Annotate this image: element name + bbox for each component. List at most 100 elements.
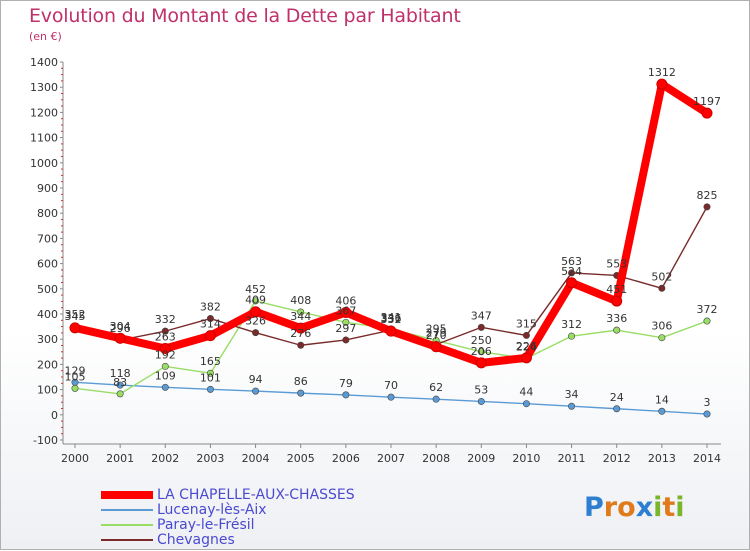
data-label: 408 <box>290 294 311 307</box>
data-label: 451 <box>606 283 627 296</box>
data-point <box>206 369 214 377</box>
data-label: 341 <box>381 311 402 324</box>
data-label: 347 <box>471 309 492 322</box>
data-point <box>477 397 485 405</box>
data-label: 94 <box>249 373 263 386</box>
data-point <box>520 352 532 364</box>
y-tick-label: 1200 <box>30 106 58 119</box>
data-label: 44 <box>519 386 533 399</box>
data-label: 297 <box>335 322 356 335</box>
y-tick-label: 200 <box>37 358 58 371</box>
data-point <box>342 391 350 399</box>
data-label: 105 <box>65 370 86 383</box>
data-label: 34 <box>565 388 579 401</box>
data-point <box>385 325 397 337</box>
y-tick-label: 300 <box>37 333 58 346</box>
data-point <box>611 295 623 307</box>
data-point <box>432 395 440 403</box>
data-label: 553 <box>606 257 627 270</box>
chart-title: Evolution du Montant de la Dette par Hab… <box>29 5 461 27</box>
data-label: 129 <box>65 364 86 377</box>
data-point <box>701 107 713 119</box>
data-label: 226 <box>516 340 537 353</box>
y-tick-label: 1100 <box>30 132 58 145</box>
x-tick-label: 2013 <box>648 452 676 465</box>
data-label: 276 <box>290 327 311 340</box>
data-label: 62 <box>429 381 443 394</box>
y-tick-label: 1400 <box>30 56 58 69</box>
data-label: 118 <box>110 367 131 380</box>
x-tick-label: 2007 <box>377 452 405 465</box>
data-point <box>252 297 260 305</box>
x-tick-label: 2010 <box>512 452 540 465</box>
data-point <box>613 326 621 334</box>
y-tick-label: 800 <box>37 207 58 220</box>
data-label: 295 <box>426 322 447 335</box>
data-label: 83 <box>113 376 127 389</box>
x-tick-label: 2004 <box>242 452 270 465</box>
data-point <box>656 78 668 90</box>
logo-letter: i <box>675 492 685 523</box>
data-label: 70 <box>384 379 398 392</box>
data-point <box>475 357 487 369</box>
data-point <box>252 329 260 337</box>
data-label: 304 <box>110 320 131 333</box>
legend-item: Paray-le-Frésil <box>101 517 355 533</box>
data-label: 206 <box>471 345 492 358</box>
data-label: 409 <box>245 294 266 307</box>
data-point <box>250 306 262 318</box>
data-label: 326 <box>245 315 266 328</box>
data-point <box>658 334 666 342</box>
data-point <box>161 327 169 335</box>
data-label: 345 <box>65 310 86 323</box>
data-label: 3 <box>704 396 711 409</box>
data-point <box>69 322 81 334</box>
data-point <box>658 407 666 415</box>
logo-letter: x <box>635 492 654 523</box>
y-tick-label: 500 <box>37 283 58 296</box>
y-tick-label: 1300 <box>30 81 58 94</box>
logo-letter: P <box>584 492 604 523</box>
data-point <box>340 306 352 318</box>
data-point <box>161 362 169 370</box>
x-tick-label: 2009 <box>467 452 495 465</box>
data-label: 524 <box>561 265 582 278</box>
data-point <box>342 318 350 326</box>
data-point <box>568 332 576 340</box>
data-label: 502 <box>651 270 672 283</box>
legend-label: Lucenay-lès-Aix <box>157 501 267 518</box>
legend-swatch <box>101 490 153 499</box>
x-tick-label: 2008 <box>422 452 450 465</box>
data-point <box>297 341 305 349</box>
data-point <box>568 402 576 410</box>
data-label: 1312 <box>648 66 676 79</box>
legend-swatch <box>101 508 153 511</box>
data-point <box>71 384 79 392</box>
y-tick-label: 0 <box>51 409 58 422</box>
data-label: 372 <box>697 303 718 316</box>
logo-letter: o <box>617 492 636 523</box>
data-point <box>703 410 711 418</box>
data-label: 382 <box>200 301 221 314</box>
y-tick-label: 1000 <box>30 157 58 170</box>
y-tick-label: 400 <box>37 308 58 321</box>
data-point <box>387 393 395 401</box>
data-point <box>477 348 485 356</box>
data-label: 344 <box>290 310 311 323</box>
data-point <box>658 284 666 292</box>
data-point <box>252 387 260 395</box>
legend-label: LA CHAPELLE-AUX-CHASSES <box>157 486 355 503</box>
x-tick-label: 2002 <box>151 452 179 465</box>
proxiti-logo: Proxiti <box>584 492 685 523</box>
data-point <box>161 383 169 391</box>
data-label: 452 <box>245 283 266 296</box>
data-point <box>613 405 621 413</box>
logo-letter: i <box>653 492 663 523</box>
y-tick-label: 700 <box>37 232 58 245</box>
chart-subtitle: (en €) <box>29 30 62 43</box>
data-point <box>430 341 442 353</box>
data-label: 79 <box>339 377 353 390</box>
legend-swatch <box>101 523 153 526</box>
data-label: 250 <box>471 334 492 347</box>
